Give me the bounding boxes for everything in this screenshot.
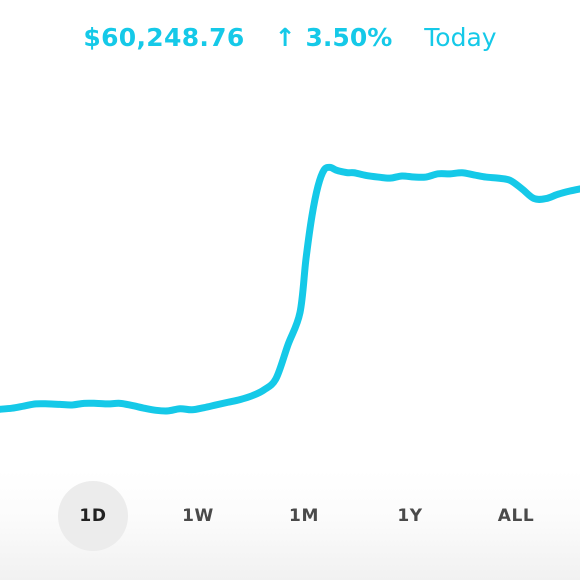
period-label: Today: [424, 22, 497, 52]
arrow-up-icon: ↑: [274, 22, 296, 52]
price-header: $60,248.76 ↑ 3.50% Today: [0, 16, 580, 58]
range-1y-label: 1Y: [397, 506, 423, 526]
range-1d-label: 1D: [79, 506, 107, 526]
chart-layer: [0, 163, 580, 415]
range-1m-label: 1M: [289, 506, 319, 526]
price-line: [0, 163, 580, 415]
range-1d-button[interactable]: 1D: [58, 481, 128, 551]
range-1m-button[interactable]: 1M: [269, 481, 339, 551]
price-chart[interactable]: [0, 90, 580, 480]
range-selector: 1D 1W 1M 1Y ALL: [0, 470, 580, 580]
price-value: $60,248.76: [83, 22, 245, 52]
range-all-button[interactable]: ALL: [481, 481, 551, 551]
range-1w-label: 1W: [182, 506, 214, 526]
change-percent: 3.50%: [305, 22, 393, 52]
range-1w-button[interactable]: 1W: [163, 481, 233, 551]
price-change: ↑ 3.50%: [275, 23, 393, 52]
range-1y-button[interactable]: 1Y: [375, 481, 445, 551]
range-all-label: ALL: [497, 506, 535, 526]
